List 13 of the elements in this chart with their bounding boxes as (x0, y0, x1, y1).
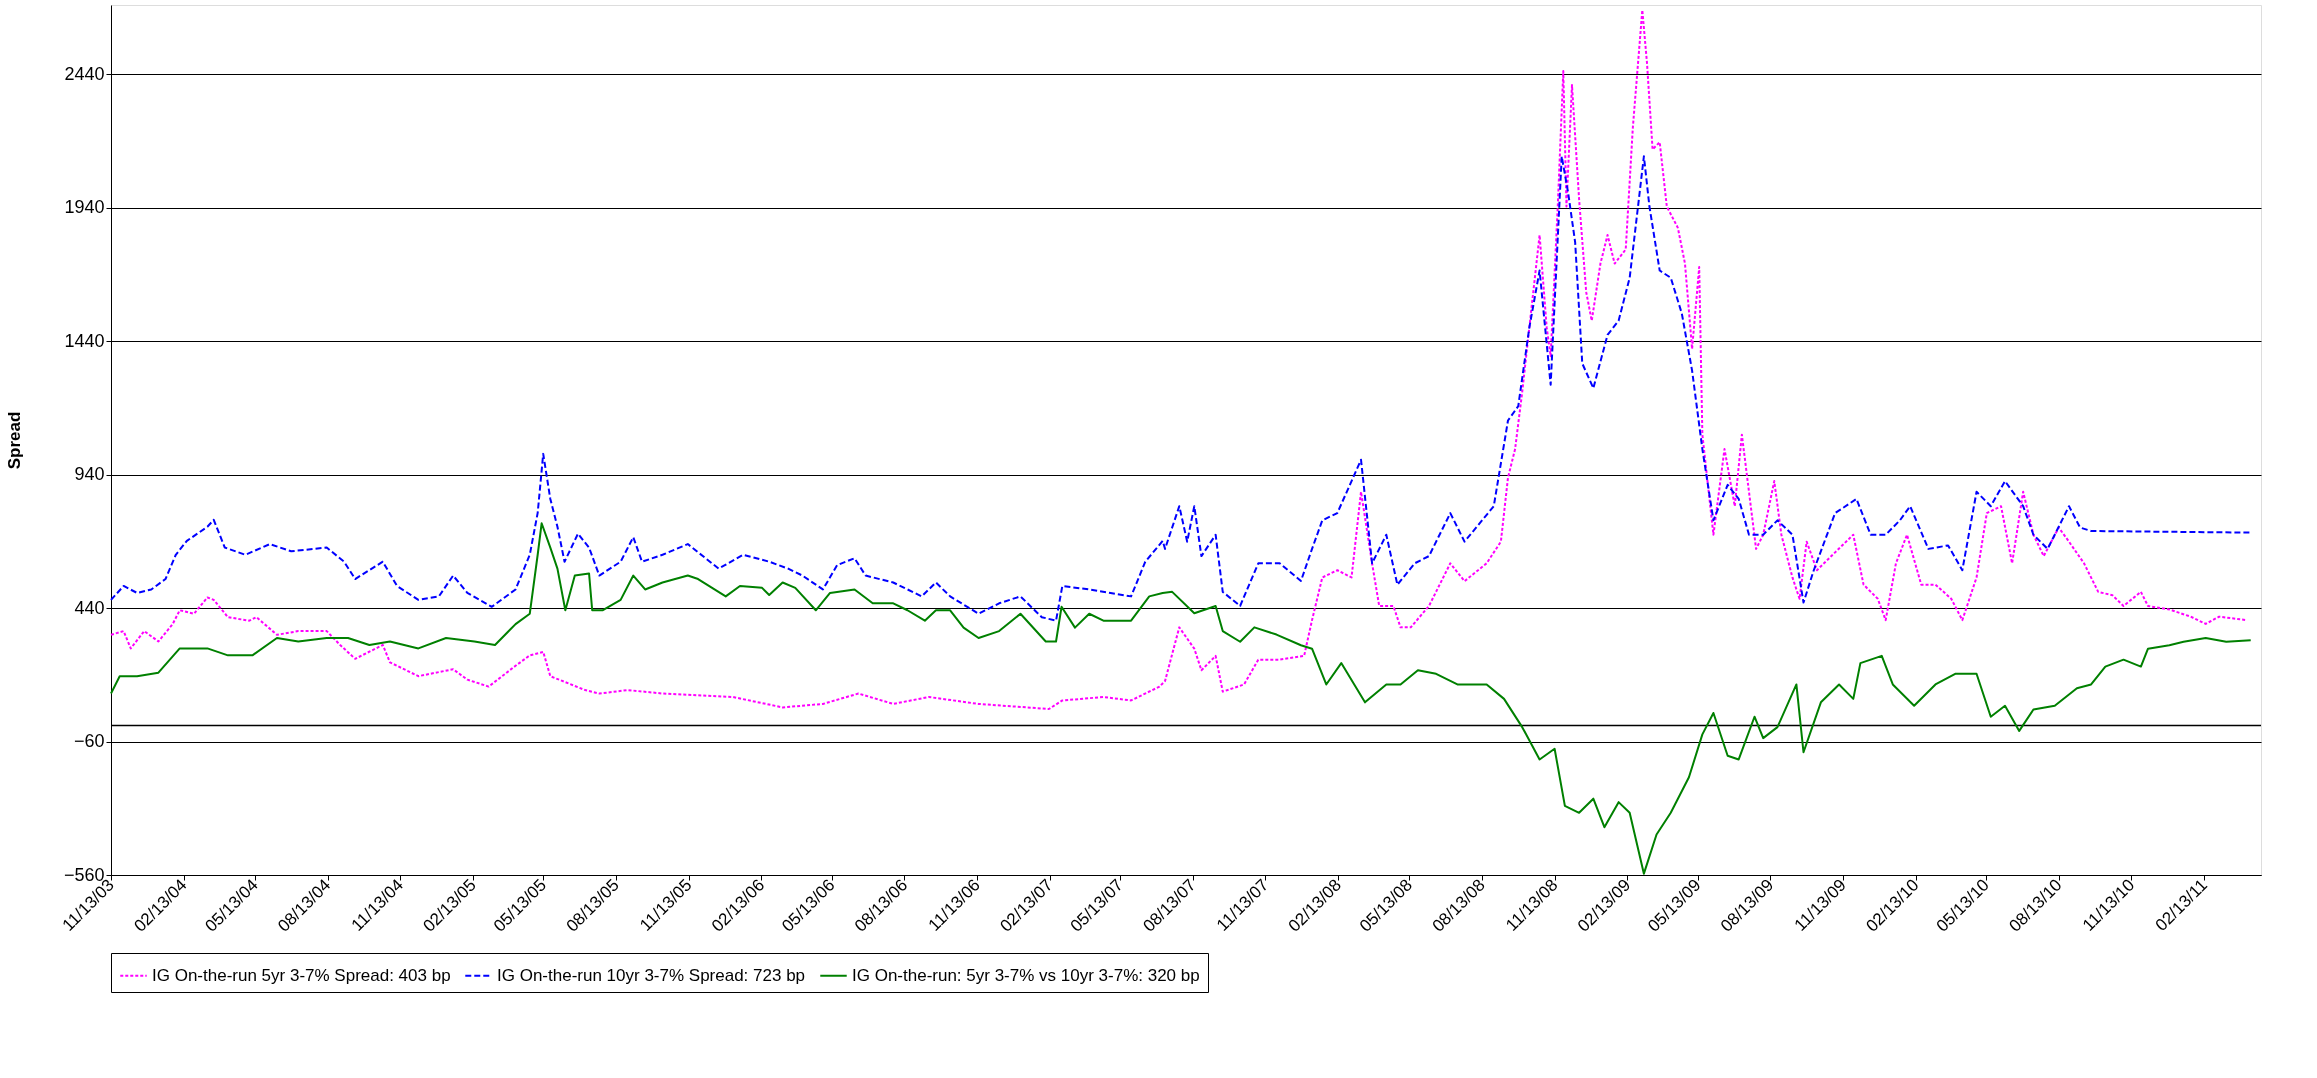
line-series (110, 522, 2252, 875)
y-tick-label: 940 (74, 464, 105, 485)
y-tick-label: 2440 (64, 63, 105, 84)
y-tick-label: −60 (73, 731, 105, 752)
legend-label: IG On-the-run 10yr 3-7% Spread: 723 bp (497, 965, 806, 985)
line-series (110, 9, 2248, 711)
y-tick-label: 1440 (64, 330, 105, 351)
legend-label: IG On-the-run 5yr 3-7% Spread: 403 bp (152, 965, 451, 985)
y-axis-title: Spread (4, 411, 24, 470)
y-tick-label: 1940 (64, 197, 105, 218)
line-series (110, 155, 2252, 622)
y-tick-label: 440 (74, 597, 105, 618)
legend-label: IG On-the-run: 5yr 3-7% vs 10yr 3-7%: 320 bp (852, 965, 1200, 985)
